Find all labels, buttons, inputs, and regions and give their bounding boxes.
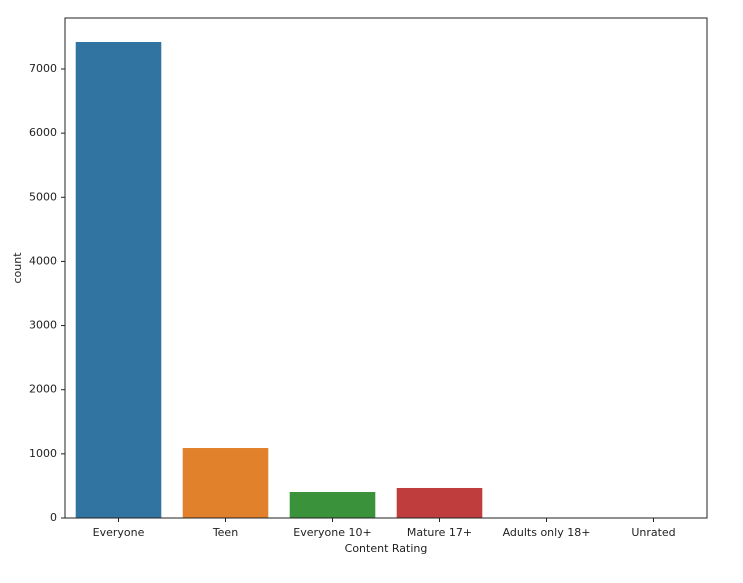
x-tick-label: Unrated (631, 526, 675, 539)
bar (396, 487, 483, 518)
y-tick-label: 2000 (29, 383, 57, 396)
x-axis-label: Content Rating (345, 542, 428, 555)
bar (289, 492, 376, 518)
x-tick-label: Adults only 18+ (503, 526, 591, 539)
y-tick-label: 0 (50, 511, 57, 524)
y-tick-label: 6000 (29, 126, 57, 139)
bar (75, 41, 162, 518)
y-tick-label: 5000 (29, 190, 57, 203)
x-tick-label: Mature 17+ (407, 526, 472, 539)
y-tick-label: 3000 (29, 319, 57, 332)
y-tick-label: 7000 (29, 62, 57, 75)
bar (182, 448, 269, 518)
y-axis-label: count (11, 252, 24, 284)
x-tick-label: Everyone (93, 526, 145, 539)
plot-frame (64, 17, 708, 519)
y-tick-label: 1000 (29, 447, 57, 460)
y-tick-label: 4000 (29, 254, 57, 267)
x-tick-label: Everyone 10+ (293, 526, 371, 539)
x-tick-label: Teen (212, 526, 238, 539)
